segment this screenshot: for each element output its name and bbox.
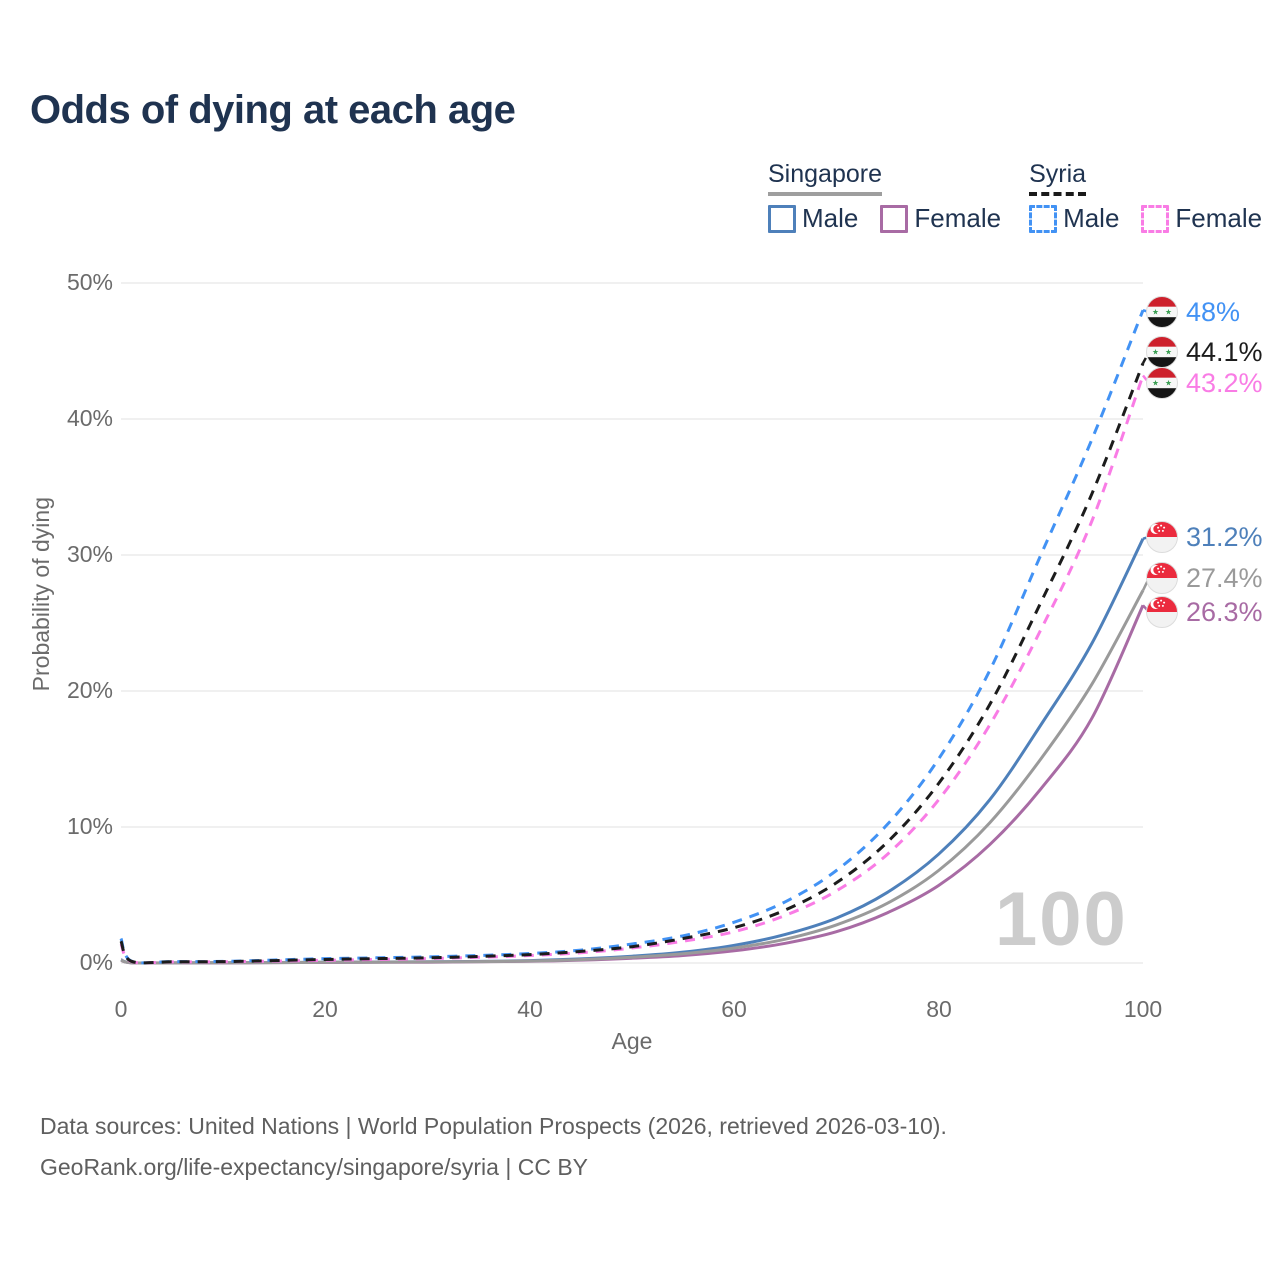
syria-flag-icon bbox=[1146, 367, 1178, 399]
legend-items-singapore: Male Female bbox=[768, 203, 1001, 234]
y-tick-20: 20% bbox=[66, 677, 113, 703]
singapore-male-swatch-icon bbox=[768, 204, 796, 233]
legend-item-label: Female bbox=[914, 203, 1002, 233]
syria-female-swatch-icon bbox=[1141, 204, 1170, 233]
syria-flag-icon bbox=[1146, 336, 1178, 368]
x-tick-0: 0 bbox=[114, 996, 128, 1022]
singapore-flag-icon bbox=[1146, 521, 1178, 553]
page-title: Odds of dying at each age bbox=[30, 88, 516, 132]
footer: Data sources: United Nations | World Pop… bbox=[40, 1106, 947, 1188]
x-tick-60: 60 bbox=[721, 996, 747, 1022]
syria-male-swatch-icon bbox=[1029, 204, 1058, 233]
legend-item-syria-male[interactable]: Male bbox=[1029, 203, 1119, 234]
y-tick-30: 30% bbox=[66, 541, 113, 567]
legend-item-label: Female bbox=[1175, 203, 1263, 233]
end-label-syria-female: 43.2% bbox=[1146, 367, 1263, 399]
x-tick-40: 40 bbox=[517, 996, 543, 1022]
end-label-syria-male: 48% bbox=[1146, 296, 1240, 328]
series-line-syria-both bbox=[119, 362, 1145, 965]
y-axis-title: Probability of dying bbox=[28, 497, 54, 692]
series-line-syria-male bbox=[119, 309, 1145, 965]
y-tick-40: 40% bbox=[66, 405, 113, 431]
syria-flag-icon bbox=[1146, 296, 1178, 328]
legend-group-singapore: Singapore Male Female bbox=[768, 160, 1001, 234]
legend: Singapore Male Female Syria Male bbox=[768, 160, 1262, 234]
series-line-singapore-female bbox=[120, 604, 1145, 965]
end-label-value: 44.1% bbox=[1186, 336, 1263, 367]
end-label-value: 31.2% bbox=[1186, 521, 1263, 552]
singapore-female-swatch-icon bbox=[880, 204, 909, 233]
end-label-singapore-male: 31.2% bbox=[1146, 521, 1263, 553]
legend-item-singapore-male[interactable]: Male bbox=[768, 203, 858, 234]
legend-group-syria: Syria Male Female bbox=[1029, 160, 1262, 234]
legend-item-syria-female[interactable]: Female bbox=[1141, 203, 1262, 234]
series-line-singapore-male bbox=[120, 538, 1145, 965]
legend-items-syria: Male Female bbox=[1029, 203, 1262, 234]
legend-item-singapore-female[interactable]: Female bbox=[880, 203, 1001, 234]
x-axis-title: Age bbox=[611, 1028, 653, 1054]
singapore-flag-icon bbox=[1146, 562, 1178, 594]
y-tick-10: 10% bbox=[66, 813, 113, 839]
end-label-value: 27.4% bbox=[1186, 562, 1263, 593]
footer-attribution: GeoRank.org/life-expectancy/singapore/sy… bbox=[40, 1154, 589, 1180]
x-tick-80: 80 bbox=[926, 996, 952, 1022]
end-label-value: 26.3% bbox=[1186, 596, 1263, 627]
end-label-value: 43.2% bbox=[1186, 367, 1263, 398]
end-label-singapore-female: 26.3% bbox=[1146, 596, 1263, 628]
end-label-syria-both: 44.1% bbox=[1146, 336, 1263, 368]
legend-country-singapore[interactable]: Singapore bbox=[768, 160, 882, 196]
legend-country-syria[interactable]: Syria bbox=[1029, 160, 1087, 196]
end-label-singapore-both: 27.4% bbox=[1146, 562, 1263, 594]
legend-item-label: Male bbox=[802, 203, 859, 233]
x-tick-100: 100 bbox=[1123, 996, 1163, 1022]
series-line-syria-female bbox=[119, 375, 1145, 965]
end-label-value: 48% bbox=[1186, 296, 1241, 327]
footer-data-sources: Data sources: United Nations | World Pop… bbox=[40, 1113, 947, 1139]
series-line-singapore-both bbox=[120, 589, 1145, 965]
y-tick-50: 50% bbox=[66, 269, 113, 295]
x-tick-20: 20 bbox=[312, 996, 338, 1022]
y-tick-0: 0% bbox=[79, 949, 113, 975]
hovered-age-indicator: 100 bbox=[995, 877, 1128, 962]
singapore-flag-icon bbox=[1146, 596, 1178, 628]
legend-item-label: Male bbox=[1063, 203, 1120, 233]
